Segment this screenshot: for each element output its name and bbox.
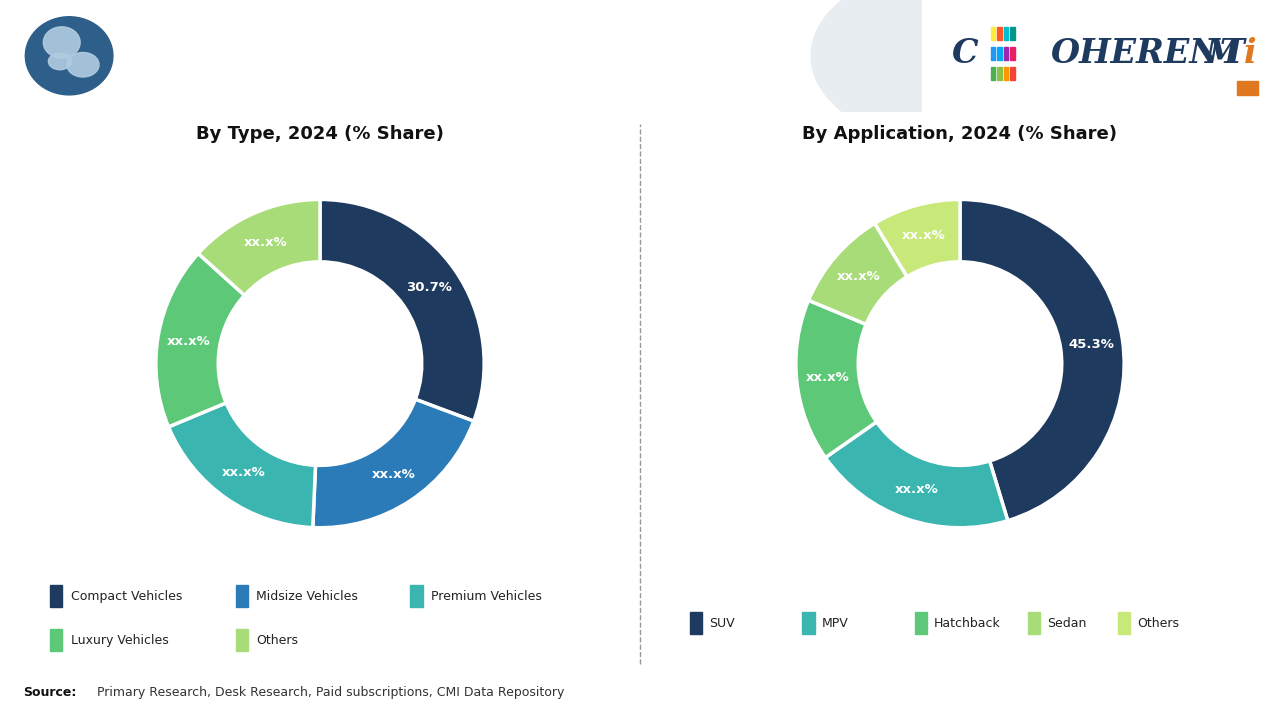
Wedge shape <box>796 300 877 458</box>
Text: M: M <box>1204 37 1242 70</box>
Text: Source:: Source: <box>23 685 77 699</box>
Wedge shape <box>826 422 1007 528</box>
Text: xx.x%: xx.x% <box>221 466 266 479</box>
Ellipse shape <box>44 27 81 58</box>
Bar <box>915 612 927 634</box>
Text: 45.3%: 45.3% <box>1069 338 1115 351</box>
Bar <box>991 47 996 60</box>
Bar <box>997 47 1002 60</box>
Text: By Application, 2024 (% Share): By Application, 2024 (% Share) <box>803 125 1117 143</box>
Ellipse shape <box>26 17 113 95</box>
Ellipse shape <box>49 53 72 70</box>
Wedge shape <box>198 199 320 295</box>
Text: xx.x%: xx.x% <box>895 483 938 496</box>
Text: Others: Others <box>1137 617 1179 630</box>
Wedge shape <box>960 199 1124 521</box>
Bar <box>1004 47 1009 60</box>
Text: xx.x%: xx.x% <box>244 235 288 248</box>
Text: xx.x%: xx.x% <box>837 271 881 284</box>
Ellipse shape <box>812 0 1180 156</box>
Bar <box>1010 67 1015 81</box>
Ellipse shape <box>67 53 99 77</box>
Bar <box>236 629 248 652</box>
Text: MPV: MPV <box>822 617 849 630</box>
Text: Sedan: Sedan <box>1047 617 1087 630</box>
Text: C: C <box>951 37 978 70</box>
Text: OHERENT: OHERENT <box>1051 37 1245 70</box>
Bar <box>690 612 701 634</box>
Bar <box>236 585 248 607</box>
Bar <box>997 67 1002 81</box>
Bar <box>1117 612 1130 634</box>
Text: Compact Vehicles: Compact Vehicles <box>70 590 182 603</box>
Wedge shape <box>156 253 244 427</box>
Bar <box>1236 81 1258 95</box>
Text: xx.x%: xx.x% <box>902 229 946 242</box>
Bar <box>991 67 996 81</box>
Wedge shape <box>312 400 474 528</box>
Bar <box>1010 27 1015 40</box>
Wedge shape <box>320 199 484 421</box>
Bar <box>410 585 422 607</box>
Bar <box>1004 67 1009 81</box>
Wedge shape <box>874 199 960 276</box>
Bar <box>1028 612 1039 634</box>
Text: xx.x%: xx.x% <box>806 372 850 384</box>
Text: Luxury Vehicles: Luxury Vehicles <box>70 634 168 647</box>
Text: Midsize Vehicles: Midsize Vehicles <box>256 590 358 603</box>
Text: Others: Others <box>256 634 298 647</box>
Bar <box>50 585 61 607</box>
Text: xx.x%: xx.x% <box>168 335 211 348</box>
Text: i: i <box>1244 37 1257 70</box>
Bar <box>50 629 61 652</box>
Bar <box>803 612 814 634</box>
Text: Premium Vehicles: Premium Vehicles <box>431 590 541 603</box>
Text: Passenger Vehicles Market: Passenger Vehicles Market <box>124 37 672 71</box>
Wedge shape <box>169 403 316 528</box>
Text: Hatchback: Hatchback <box>934 617 1001 630</box>
Bar <box>997 27 1002 40</box>
Bar <box>1010 47 1015 60</box>
Ellipse shape <box>18 10 120 102</box>
Wedge shape <box>809 223 908 324</box>
Text: xx.x%: xx.x% <box>371 468 415 481</box>
Text: 30.7%: 30.7% <box>406 282 452 294</box>
Bar <box>991 27 996 40</box>
Text: Primary Research, Desk Research, Paid subscriptions, CMI Data Repository: Primary Research, Desk Research, Paid su… <box>93 685 564 699</box>
Text: By Type, 2024 (% Share): By Type, 2024 (% Share) <box>196 125 444 143</box>
Text: SUV: SUV <box>709 617 735 630</box>
Bar <box>1004 27 1009 40</box>
